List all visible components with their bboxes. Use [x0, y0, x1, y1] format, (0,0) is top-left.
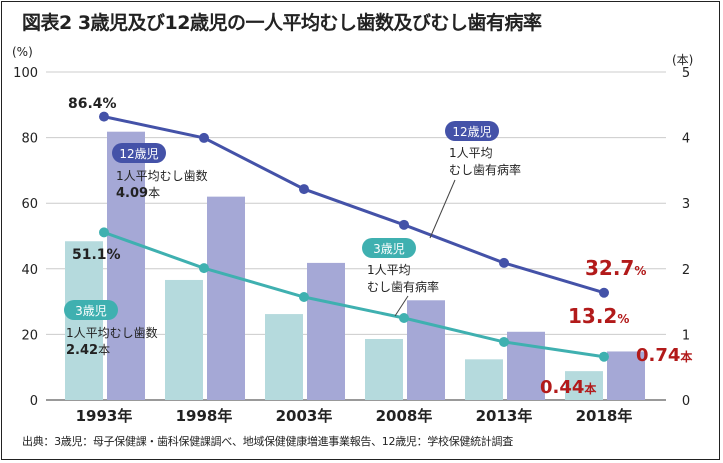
bar-age3: [465, 359, 503, 400]
line-point: [399, 219, 409, 230]
left-tick-label: 60: [21, 197, 38, 212]
right-tick-label: 5: [682, 66, 690, 81]
badge-3-count: 3歳児: [75, 304, 107, 318]
x-tick-label: 2003年: [276, 407, 333, 425]
chart-title: 図表2 3歳児及び12歳児の一人平均むし歯数及びむし歯有病率: [22, 12, 542, 34]
left-tick-label: 40: [21, 263, 38, 278]
line-point: [299, 184, 309, 195]
bar-age12: [307, 262, 345, 400]
leader-line: [429, 179, 456, 239]
label-3-rate-start: 51.1%: [72, 247, 121, 263]
leader-line: [394, 295, 409, 317]
badge-12-count-bg: [112, 143, 166, 163]
right-tick-label: 0: [682, 394, 690, 409]
label-3-count-end: 0.44本: [540, 377, 596, 398]
left-tick-label: 0: [30, 394, 38, 409]
left-tick-label: 100: [13, 66, 38, 81]
line-point: [599, 287, 609, 298]
text-12-rate-desc2: むし歯有病率: [449, 162, 521, 177]
line-point: [199, 263, 209, 274]
bar-age12: [207, 196, 245, 400]
text-3-count-value: 2.42本: [66, 343, 110, 358]
label-12-rate-end: 32.7%: [585, 256, 646, 280]
bar-age12: [407, 300, 445, 400]
badge-3-rate-bg: [362, 238, 416, 258]
right-tick-label: 1: [682, 328, 690, 343]
line-point: [499, 257, 509, 268]
line-age3: [103, 230, 605, 359]
text-12-count-desc: 1人平均むし歯数: [116, 168, 208, 183]
x-tick-label: 1993年: [76, 407, 133, 425]
source-note: 出典：3歳児：母子保健課・歯科保健課調べ、地域保健健康増進事業報告、12歳児：学…: [22, 435, 513, 448]
left-tick-label: 20: [21, 328, 38, 343]
bar-age12: [607, 351, 645, 400]
bar-age3: [65, 241, 103, 400]
line-point: [99, 227, 109, 238]
bar-age12: [107, 131, 145, 401]
bar-age3: [365, 338, 403, 400]
label-12-rate-start: 86.4%: [68, 96, 117, 112]
badge-12-count: 12歳児: [119, 147, 158, 161]
text-3-rate-desc2: むし歯有病率: [367, 279, 439, 294]
line-point: [199, 132, 209, 143]
right-tick-label: 2: [682, 263, 690, 278]
bar-age3: [565, 371, 603, 400]
right-tick-label: 3: [682, 197, 690, 212]
line-age12: [103, 115, 605, 295]
line-point: [499, 336, 509, 347]
right-tick-label: 4: [682, 132, 690, 147]
bar-age3: [165, 279, 203, 400]
left-axis-label: (%): [12, 45, 33, 59]
text-3-count-desc: 1人平均むし歯数: [66, 325, 158, 340]
left-tick-label: 80: [21, 132, 38, 147]
x-tick-label: 2013年: [476, 407, 533, 425]
badge-3-count-bg: [64, 300, 118, 320]
x-tick-label: 1998年: [176, 407, 233, 425]
label-12-count-end: 0.74本: [636, 345, 692, 366]
line-point: [99, 111, 109, 122]
bar-age3: [265, 314, 303, 400]
label-3-rate-end: 13.2%: [568, 304, 629, 328]
text-12-rate-desc1: 1人平均: [449, 146, 493, 160]
right-axis-label: (本): [672, 53, 693, 67]
badge-12-rate: 12歳児: [452, 125, 491, 139]
line-point: [599, 351, 609, 362]
text-12-count-value: 4.09本: [116, 186, 160, 201]
badge-12-rate-bg: [445, 121, 499, 141]
badge-3-rate: 3歳児: [373, 242, 405, 256]
line-point: [299, 292, 309, 303]
x-tick-label: 2008年: [376, 407, 433, 425]
text-3-rate-desc1: 1人平均: [367, 263, 411, 277]
line-point: [399, 313, 409, 323]
x-tick-label: 2018年: [576, 407, 633, 425]
